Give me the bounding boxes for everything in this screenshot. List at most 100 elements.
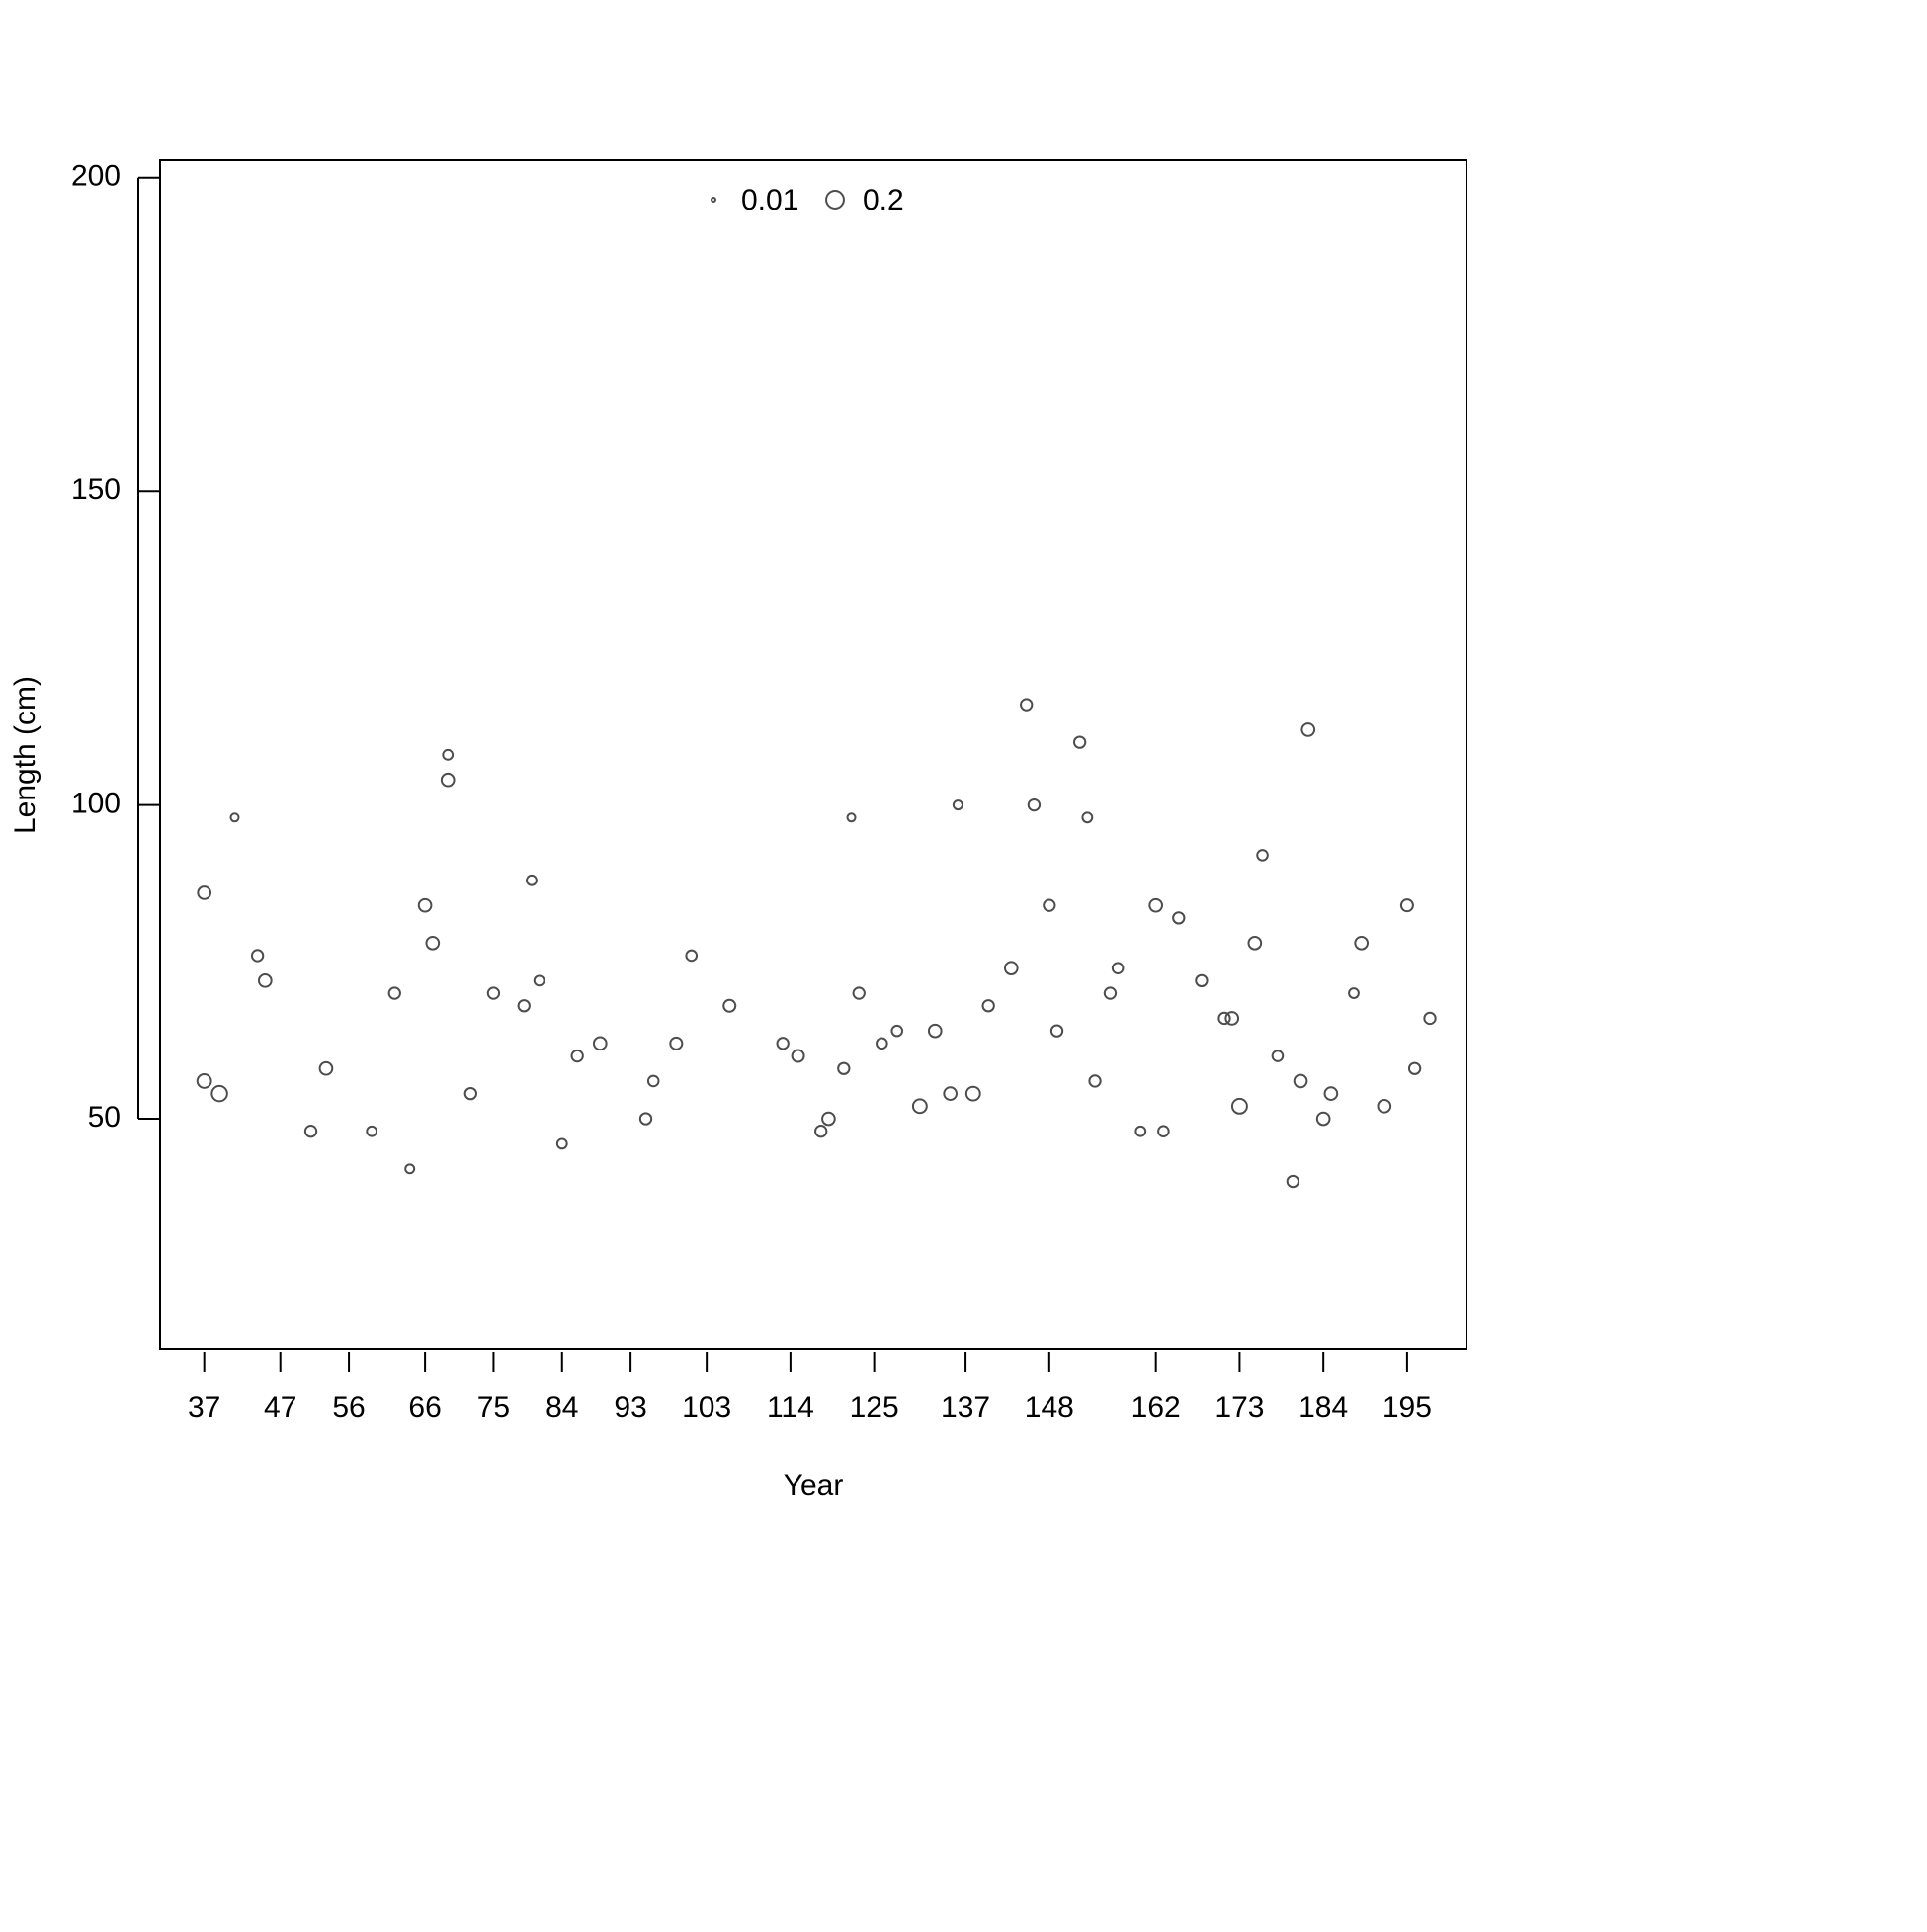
bubble — [417, 897, 433, 913]
bubble — [1230, 1097, 1248, 1115]
bubble — [776, 1037, 790, 1050]
x-tick-label: 75 — [477, 1391, 510, 1424]
bubble — [486, 986, 501, 1000]
bubble — [250, 949, 265, 963]
bubble — [1423, 1011, 1437, 1026]
bubble — [1300, 722, 1316, 737]
bubble — [1148, 897, 1164, 913]
bubble — [517, 999, 531, 1013]
bubble — [1043, 898, 1056, 912]
bubble — [440, 772, 456, 788]
bubble — [837, 1061, 851, 1075]
bubble — [442, 748, 455, 761]
bubble — [981, 999, 995, 1013]
x-tick-label: 114 — [767, 1391, 814, 1424]
x-tick-label: 84 — [545, 1391, 578, 1424]
bubble — [1088, 1074, 1102, 1088]
bubble — [1286, 1174, 1300, 1189]
bubble — [791, 1049, 805, 1063]
bubble — [1003, 961, 1019, 975]
y-axis-title: Length (cm) — [9, 676, 42, 834]
x-tick-label: 47 — [264, 1391, 296, 1424]
bubble — [318, 1060, 334, 1076]
x-tick-label: 148 — [1025, 1391, 1074, 1424]
bubble — [1172, 911, 1186, 925]
bubble — [1027, 798, 1042, 812]
x-axis-title: Year — [784, 1470, 844, 1502]
legend-label: 0.01 — [741, 184, 798, 216]
bubble — [1072, 735, 1087, 749]
y-tick-label: 100 — [71, 788, 121, 820]
bubble — [964, 1085, 981, 1102]
bubble — [366, 1125, 378, 1137]
bubble — [1271, 1050, 1285, 1062]
x-tick-label: 125 — [850, 1391, 899, 1424]
bubble — [196, 1073, 212, 1089]
bubble — [669, 1036, 684, 1050]
bubble — [1224, 1011, 1240, 1026]
x-tick-label: 195 — [1382, 1391, 1432, 1424]
bubble — [303, 1125, 318, 1138]
bubble — [1111, 962, 1125, 974]
bubble — [722, 998, 737, 1013]
bubble — [1399, 898, 1414, 913]
bubble — [890, 1024, 904, 1038]
bubble — [210, 1084, 228, 1103]
bubble — [952, 799, 964, 811]
bubble — [570, 1049, 584, 1063]
bubble — [1315, 1111, 1331, 1127]
bubble — [846, 812, 857, 823]
bubble — [526, 874, 538, 886]
x-tick-label: 137 — [941, 1391, 990, 1424]
bubble — [927, 1023, 943, 1039]
bubble — [1348, 987, 1360, 999]
bubble — [1354, 935, 1370, 951]
bubble — [1256, 849, 1269, 862]
x-tick-label: 93 — [614, 1391, 646, 1424]
bubble — [876, 1037, 888, 1050]
plot-frame — [159, 159, 1467, 1350]
x-tick-label: 184 — [1299, 1391, 1348, 1424]
bubble — [1020, 698, 1034, 712]
bubble — [1134, 1125, 1147, 1137]
x-tick-label: 162 — [1131, 1391, 1181, 1424]
bubble — [533, 974, 545, 987]
legend-symbol — [711, 197, 716, 203]
bubble — [1323, 1086, 1339, 1101]
y-tick-label: 50 — [88, 1101, 121, 1134]
bubble — [1247, 935, 1263, 951]
legend-symbol — [825, 190, 845, 210]
bubble — [555, 1137, 568, 1150]
legend-label: 0.2 — [863, 184, 904, 216]
bubble — [821, 1111, 836, 1127]
x-tick-label: 66 — [408, 1391, 441, 1424]
bubble — [1407, 1061, 1422, 1075]
bubble — [814, 1125, 828, 1138]
bubble — [463, 1086, 477, 1101]
bubble — [229, 812, 240, 823]
bubble — [852, 986, 866, 1000]
bubble — [404, 1163, 416, 1175]
bubble — [592, 1036, 608, 1051]
bubble — [1293, 1073, 1308, 1089]
x-tick-label: 56 — [332, 1391, 365, 1424]
bubble — [1103, 986, 1118, 1000]
bubble — [257, 973, 273, 988]
bubble — [911, 1098, 928, 1115]
bubble — [1377, 1098, 1392, 1114]
bubble — [646, 1074, 660, 1088]
bubble — [1049, 1024, 1064, 1038]
bubble — [197, 885, 212, 900]
x-tick-label: 37 — [188, 1391, 220, 1424]
x-tick-label: 173 — [1215, 1391, 1264, 1424]
bubble — [1217, 1011, 1231, 1026]
y-tick-label: 150 — [71, 473, 121, 506]
bubble — [943, 1086, 958, 1101]
bubble — [685, 949, 699, 963]
bubble — [1157, 1125, 1170, 1138]
bubble — [387, 986, 401, 1000]
bubble — [638, 1112, 653, 1126]
x-tick-label: 103 — [682, 1391, 731, 1424]
bubble — [1195, 973, 1209, 988]
